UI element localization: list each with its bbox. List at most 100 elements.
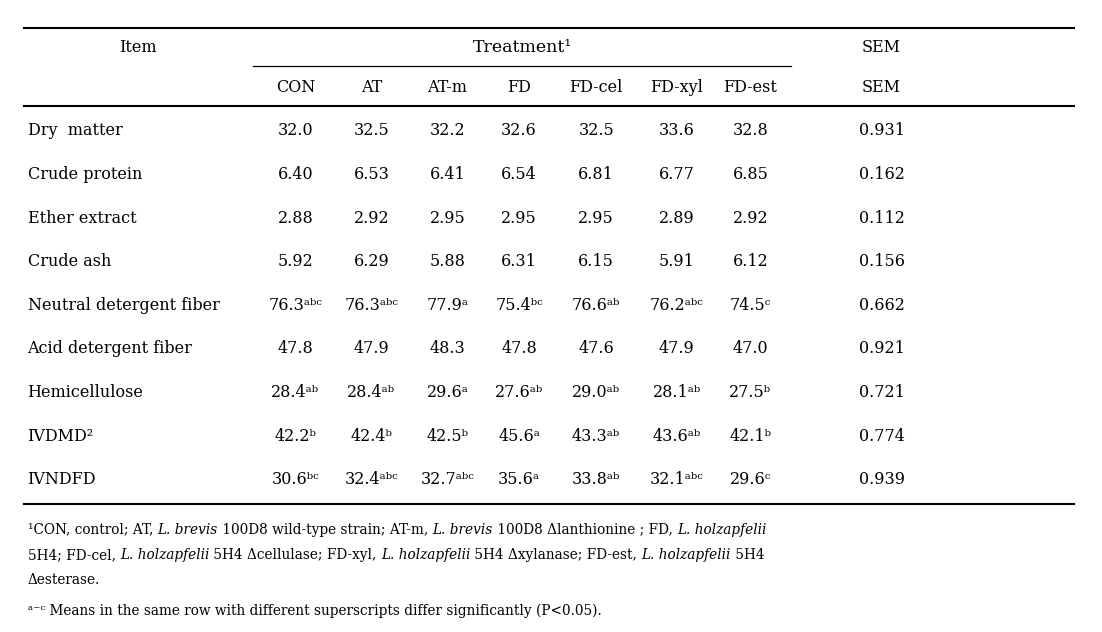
Text: 47.8: 47.8 [501, 341, 537, 357]
Text: 0.162: 0.162 [858, 166, 905, 183]
Text: 32.2: 32.2 [430, 123, 465, 139]
Text: Dry  matter: Dry matter [28, 123, 122, 139]
Text: IVDMD²: IVDMD² [28, 428, 94, 444]
Text: 32.5: 32.5 [354, 123, 389, 139]
Text: Δesterase.: Δesterase. [28, 573, 100, 587]
Text: 74.5ᶜ: 74.5ᶜ [730, 297, 771, 313]
Text: ᵃ⁻ᶜ Means in the same row with different superscripts differ significantly (P<0.: ᵃ⁻ᶜ Means in the same row with different… [28, 604, 602, 618]
Text: 33.6: 33.6 [659, 123, 694, 139]
Text: 28.4ᵃᵇ: 28.4ᵃᵇ [271, 384, 320, 401]
Text: L. holzapfelii: L. holzapfelii [641, 548, 731, 562]
Text: 2.95: 2.95 [579, 210, 614, 226]
Text: 42.4ᵇ: 42.4ᵇ [350, 428, 392, 444]
Text: 27.6ᵃᵇ: 27.6ᵃᵇ [495, 384, 543, 401]
Text: L. holzapfelii: L. holzapfelii [677, 523, 766, 537]
Text: 32.0: 32.0 [278, 123, 313, 139]
Text: 2.89: 2.89 [659, 210, 694, 226]
Text: 5.92: 5.92 [278, 253, 313, 270]
Text: 0.939: 0.939 [858, 471, 905, 488]
Text: 32.8: 32.8 [733, 123, 768, 139]
Text: 0.921: 0.921 [858, 341, 905, 357]
Text: 6.41: 6.41 [430, 166, 465, 183]
Text: 28.4ᵃᵇ: 28.4ᵃᵇ [347, 384, 396, 401]
Text: 5H4 Δxylanase; FD-est,: 5H4 Δxylanase; FD-est, [471, 548, 641, 562]
Text: 2.88: 2.88 [278, 210, 313, 226]
Text: L. brevis: L. brevis [432, 523, 493, 537]
Text: 5H4; FD-cel,: 5H4; FD-cel, [28, 548, 120, 562]
Text: 32.5: 32.5 [579, 123, 614, 139]
Text: CON: CON [276, 79, 315, 95]
Text: FD-cel: FD-cel [570, 79, 623, 95]
Text: 45.6ᵃ: 45.6ᵃ [498, 428, 540, 444]
Text: IVNDFD: IVNDFD [28, 471, 96, 488]
Text: 0.662: 0.662 [858, 297, 905, 313]
Text: 6.85: 6.85 [733, 166, 768, 183]
Text: 5H4 Δcellulase; FD-xyl,: 5H4 Δcellulase; FD-xyl, [209, 548, 381, 562]
Text: FD-est: FD-est [724, 79, 777, 95]
Text: 29.6ᵃ: 29.6ᵃ [426, 384, 468, 401]
Text: 6.77: 6.77 [659, 166, 694, 183]
Text: 75.4ᵇᶜ: 75.4ᵇᶜ [495, 297, 543, 313]
Text: 30.6ᵇᶜ: 30.6ᵇᶜ [271, 471, 320, 488]
Text: 6.31: 6.31 [501, 253, 537, 270]
Text: 47.6: 47.6 [579, 341, 614, 357]
Text: 5.91: 5.91 [659, 253, 694, 270]
Text: 2.95: 2.95 [430, 210, 465, 226]
Text: AT: AT [360, 79, 382, 95]
Text: L. holzapfelii: L. holzapfelii [381, 548, 471, 562]
Text: Crude ash: Crude ash [28, 253, 111, 270]
Text: 29.6ᶜ: 29.6ᶜ [730, 471, 771, 488]
Text: 2.92: 2.92 [354, 210, 389, 226]
Text: AT-m: AT-m [428, 79, 467, 95]
Text: 2.92: 2.92 [733, 210, 768, 226]
Text: 42.5ᵇ: 42.5ᵇ [426, 428, 468, 444]
Text: 6.15: 6.15 [579, 253, 614, 270]
Text: 77.9ᵃ: 77.9ᵃ [426, 297, 468, 313]
Text: 0.721: 0.721 [858, 384, 905, 401]
Text: 6.40: 6.40 [278, 166, 313, 183]
Text: 5.88: 5.88 [430, 253, 465, 270]
Text: 0.774: 0.774 [858, 428, 905, 444]
Text: 100D8 wild-type strain; AT-m,: 100D8 wild-type strain; AT-m, [218, 523, 432, 537]
Text: 76.2ᵃᵇᶜ: 76.2ᵃᵇᶜ [650, 297, 703, 313]
Text: 100D8 Δlanthionine ; FD,: 100D8 Δlanthionine ; FD, [493, 523, 677, 537]
Text: ¹CON, control; AT,: ¹CON, control; AT, [28, 523, 158, 537]
Text: 6.53: 6.53 [354, 166, 389, 183]
Text: 5H4: 5H4 [731, 548, 765, 562]
Text: 32.7ᵃᵇᶜ: 32.7ᵃᵇᶜ [421, 471, 474, 488]
Text: SEM: SEM [862, 79, 901, 95]
Text: 6.54: 6.54 [501, 166, 537, 183]
Text: 47.9: 47.9 [354, 341, 389, 357]
Text: L. holzapfelii: L. holzapfelii [120, 548, 209, 562]
Text: 43.6ᵃᵇ: 43.6ᵃᵇ [652, 428, 701, 444]
Text: 0.156: 0.156 [858, 253, 905, 270]
Text: 29.0ᵃᵇ: 29.0ᵃᵇ [572, 384, 620, 401]
Text: 42.1ᵇ: 42.1ᵇ [730, 428, 771, 444]
Text: 32.4ᵃᵇᶜ: 32.4ᵃᵇᶜ [345, 471, 398, 488]
Text: Neutral detergent fiber: Neutral detergent fiber [28, 297, 219, 313]
Text: 2.95: 2.95 [501, 210, 537, 226]
Text: 47.9: 47.9 [659, 341, 694, 357]
Text: L. brevis: L. brevis [158, 523, 218, 537]
Text: 33.8ᵃᵇ: 33.8ᵃᵇ [572, 471, 620, 488]
Text: Item: Item [119, 39, 156, 56]
Text: 6.81: 6.81 [579, 166, 614, 183]
Text: FD-xyl: FD-xyl [650, 79, 703, 95]
Text: SEM: SEM [862, 39, 901, 56]
Text: 47.0: 47.0 [733, 341, 768, 357]
Text: 35.6ᵃ: 35.6ᵃ [498, 471, 540, 488]
Text: 42.2ᵇ: 42.2ᵇ [274, 428, 316, 444]
Text: 76.6ᵃᵇ: 76.6ᵃᵇ [572, 297, 620, 313]
Text: 48.3: 48.3 [430, 341, 465, 357]
Text: 76.3ᵃᵇᶜ: 76.3ᵃᵇᶜ [269, 297, 322, 313]
Text: 6.12: 6.12 [733, 253, 768, 270]
Text: 0.112: 0.112 [858, 210, 905, 226]
Text: Crude protein: Crude protein [28, 166, 142, 183]
Text: 43.3ᵃᵇ: 43.3ᵃᵇ [572, 428, 620, 444]
Text: 28.1ᵃᵇ: 28.1ᵃᵇ [652, 384, 701, 401]
Text: 47.8: 47.8 [278, 341, 313, 357]
Text: Acid detergent fiber: Acid detergent fiber [28, 341, 193, 357]
Text: 0.931: 0.931 [858, 123, 905, 139]
Text: 76.3ᵃᵇᶜ: 76.3ᵃᵇᶜ [345, 297, 398, 313]
Text: 32.1ᵃᵇᶜ: 32.1ᵃᵇᶜ [650, 471, 703, 488]
